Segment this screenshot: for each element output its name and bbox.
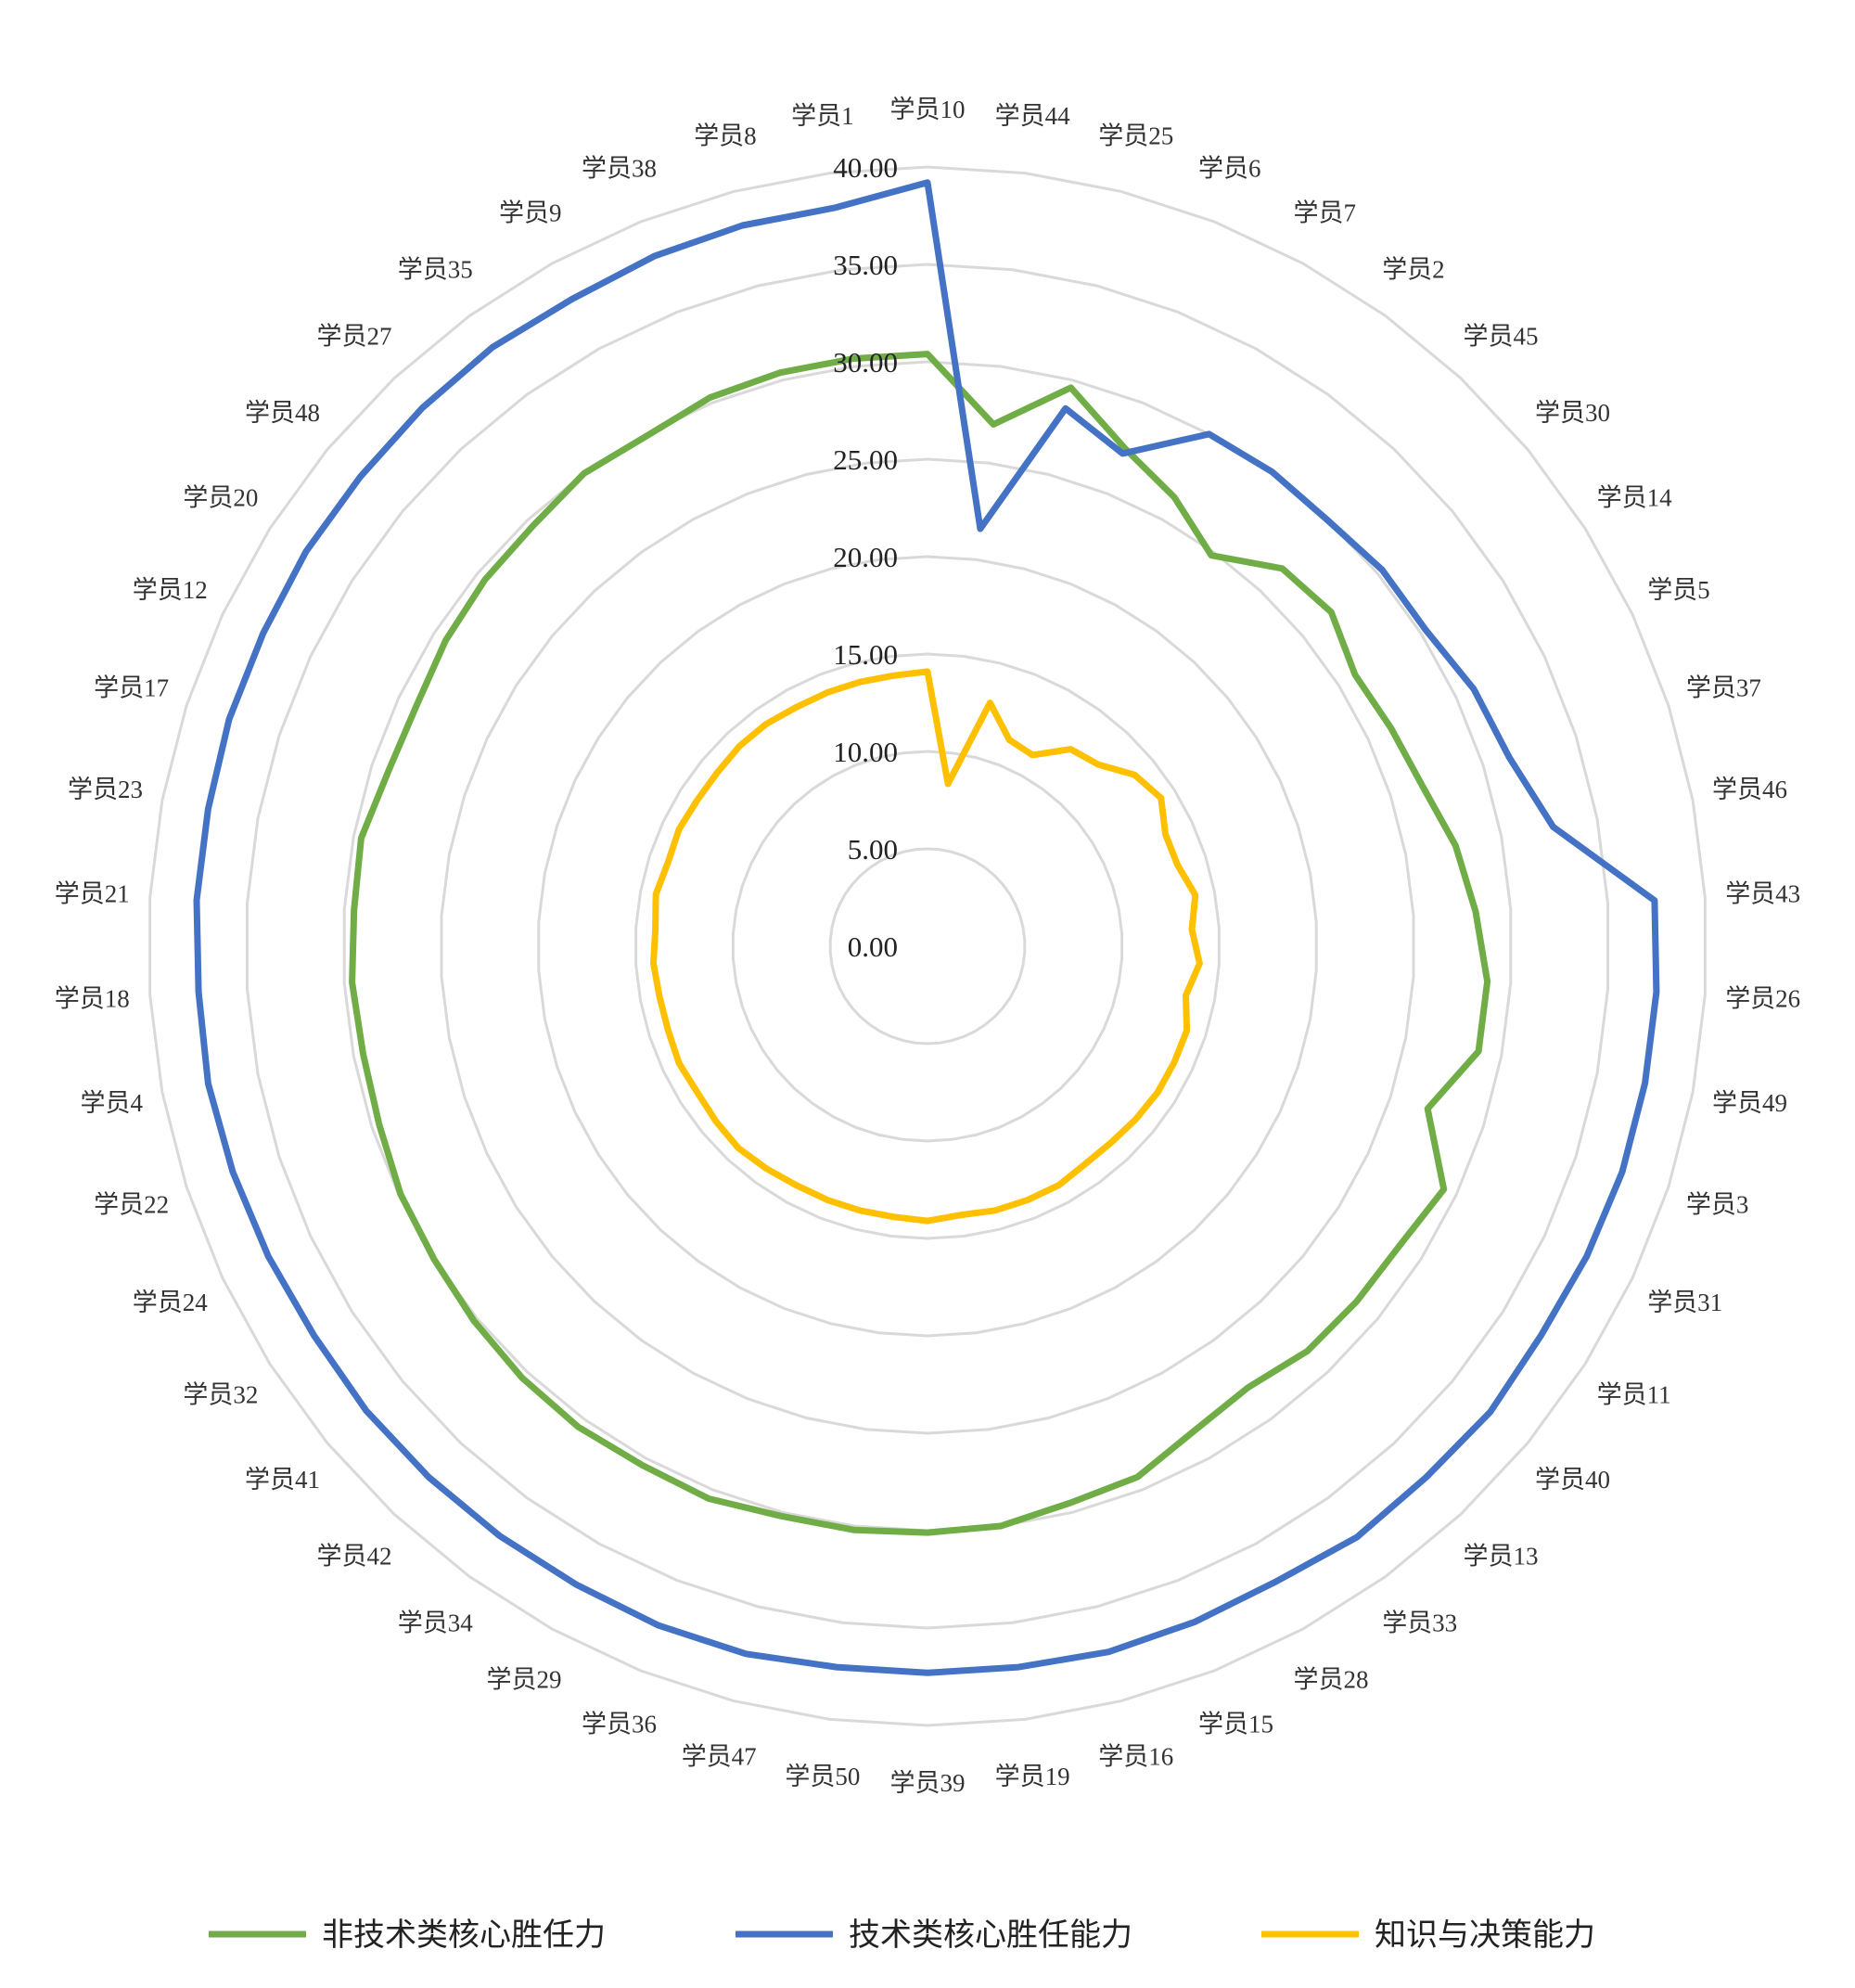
category-labels: 学员10 学员44 学员25 学员6 学员7 学员2 学员45 学员30 学员14 学员5 学员37… bbox=[55, 96, 1800, 1797]
legend-item-3: 知识与决策能力 bbox=[1261, 1917, 1595, 1953]
category-label-33: 学员41 bbox=[245, 1466, 320, 1494]
category-label-47: 学员9 bbox=[499, 199, 562, 227]
category-label-21: 学员33 bbox=[1382, 1610, 1457, 1637]
category-label-14: 学员26 bbox=[1725, 985, 1800, 1013]
category-label-22: 学员28 bbox=[1294, 1665, 1369, 1693]
tick-label-5: 25.00 bbox=[833, 443, 898, 476]
category-label-4: 学员6 bbox=[1198, 154, 1261, 182]
category-label-18: 学员11 bbox=[1597, 1380, 1671, 1408]
series-lines bbox=[193, 179, 1660, 1676]
category-label-44: 学员48 bbox=[245, 399, 320, 427]
category-label-12: 学员46 bbox=[1712, 776, 1787, 803]
category-label-15: 学员49 bbox=[1712, 1089, 1787, 1117]
tick-label-4: 20.00 bbox=[833, 541, 898, 573]
category-label-10: 学员5 bbox=[1647, 576, 1710, 604]
tick-label-7: 35.00 bbox=[833, 249, 898, 281]
category-label-43: 学员20 bbox=[183, 484, 258, 512]
category-label-34: 学员32 bbox=[183, 1380, 258, 1408]
category-label-28: 学员47 bbox=[682, 1743, 757, 1771]
category-label-23: 学员15 bbox=[1198, 1711, 1273, 1738]
tick-label-8: 40.00 bbox=[833, 151, 898, 184]
category-label-11: 学员37 bbox=[1686, 673, 1761, 701]
radar-grid bbox=[148, 165, 1707, 1727]
category-label-41: 学员17 bbox=[94, 673, 169, 701]
category-label-38: 学员18 bbox=[55, 985, 130, 1013]
grid-ring-4 bbox=[537, 555, 1318, 1338]
category-label-42: 学员12 bbox=[133, 576, 208, 604]
tick-label-0: 0.00 bbox=[848, 930, 898, 963]
legend-item-2: 技术类核心胜任能力 bbox=[736, 1917, 1132, 1953]
grid-ring-5 bbox=[440, 457, 1415, 1435]
category-label-36: 学员22 bbox=[94, 1191, 169, 1219]
series-line-2 bbox=[193, 179, 1660, 1676]
radial-tick-labels: 0.00 5.00 10.00 15.00 20.00 25.00 30.00 35.00 40… bbox=[833, 151, 898, 963]
grid-ring-3 bbox=[634, 652, 1221, 1240]
category-label-29: 学员36 bbox=[582, 1711, 657, 1738]
category-label-5: 学员7 bbox=[1294, 199, 1357, 227]
category-label-16: 学员3 bbox=[1686, 1191, 1749, 1219]
category-label-35: 学员24 bbox=[133, 1289, 208, 1316]
grid-ring-2 bbox=[731, 750, 1124, 1143]
category-label-48: 学员38 bbox=[582, 154, 657, 182]
category-label-24: 学员16 bbox=[1098, 1743, 1173, 1771]
category-label-49: 学员8 bbox=[694, 122, 757, 149]
legend-label-3: 知识与决策能力 bbox=[1375, 1917, 1595, 1953]
category-label-39: 学员21 bbox=[55, 879, 130, 907]
category-label-17: 学员31 bbox=[1647, 1289, 1722, 1316]
category-label-50: 学员1 bbox=[791, 102, 854, 130]
category-label-7: 学员45 bbox=[1464, 323, 1539, 351]
category-label-25: 学员19 bbox=[995, 1763, 1070, 1790]
tick-label-3: 15.00 bbox=[833, 638, 898, 671]
legend-label-2: 技术类核心胜任能力 bbox=[849, 1917, 1132, 1953]
tick-label-1: 5.00 bbox=[848, 833, 898, 866]
category-label-13: 学员43 bbox=[1725, 879, 1800, 907]
legend: 非技术类核心胜任力 技术类核心胜任能力 知识与决策能力 bbox=[209, 1917, 1595, 1953]
tick-label-2: 10.00 bbox=[833, 736, 898, 768]
grid-ring-1 bbox=[828, 847, 1027, 1045]
category-label-31: 学员34 bbox=[398, 1610, 473, 1637]
category-label-6: 学员2 bbox=[1382, 255, 1445, 283]
series-line-3 bbox=[650, 668, 1203, 1225]
category-label-1: 学员10 bbox=[890, 96, 966, 123]
tick-label-6: 30.00 bbox=[833, 346, 898, 378]
category-label-26: 学员39 bbox=[890, 1769, 966, 1797]
category-label-30: 学员29 bbox=[487, 1665, 562, 1693]
grid-ring-8 bbox=[148, 165, 1707, 1727]
category-label-3: 学员25 bbox=[1098, 122, 1173, 149]
category-label-2: 学员44 bbox=[995, 102, 1070, 130]
legend-label-1: 非技术类核心胜任力 bbox=[322, 1917, 606, 1953]
category-label-9: 学员14 bbox=[1597, 484, 1672, 512]
legend-item-1: 非技术类核心胜任力 bbox=[209, 1917, 606, 1953]
category-label-20: 学员13 bbox=[1464, 1543, 1539, 1571]
category-label-45: 学员27 bbox=[317, 323, 392, 351]
category-label-32: 学员42 bbox=[317, 1543, 392, 1571]
grid-ring-7 bbox=[246, 263, 1609, 1630]
category-label-37: 学员4 bbox=[81, 1089, 144, 1117]
category-label-46: 学员35 bbox=[398, 255, 473, 283]
series-line-1 bbox=[349, 351, 1491, 1536]
category-label-40: 学员23 bbox=[68, 776, 143, 803]
category-label-27: 学员50 bbox=[785, 1763, 860, 1790]
category-label-19: 学员40 bbox=[1535, 1466, 1610, 1494]
category-label-8: 学员30 bbox=[1535, 399, 1610, 427]
